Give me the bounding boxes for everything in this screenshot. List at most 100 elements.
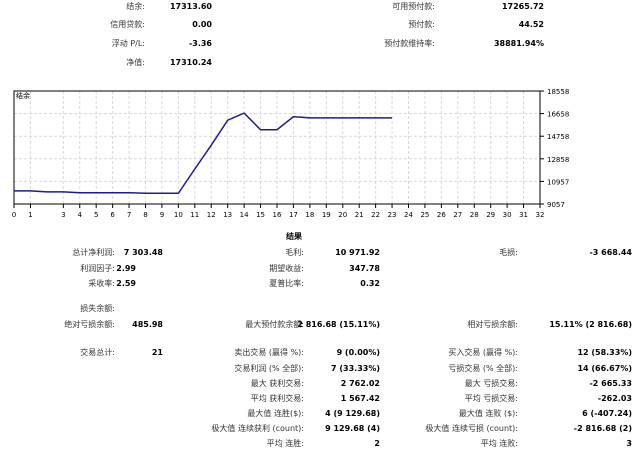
max-consec-wins-label: 最大值 连胜($):: [247, 409, 304, 418]
x-tick-label: 25: [420, 211, 429, 219]
maximal-drawdown-label: 最大预付款余额:: [245, 320, 304, 329]
profit-trades-label: 交易利润 (% 全部):: [234, 364, 304, 373]
profit-factor-label: 利润因子:: [80, 264, 115, 273]
x-axis: 0 1 3 4 5 6 7 8 9 10 11 12 13 14 15 16 17 18 19 20 21 22 23 24 2…: [12, 204, 545, 219]
results-title: 结果: [286, 232, 302, 241]
balance-drawdown-label: 损失余额:: [80, 304, 115, 313]
x-tick-label: 8: [143, 211, 147, 219]
avg-consec-wins-value: 2: [374, 439, 380, 448]
absolute-drawdown-label: 绝对亏损余额:: [64, 320, 115, 329]
x-tick-label: 22: [371, 211, 380, 219]
floating-pl-label: 浮动 P/L:: [111, 39, 145, 48]
max-consec-losses-value: 6 (-407.24): [582, 409, 632, 418]
x-tick-label: 31: [519, 211, 528, 219]
equity-label: 净值:: [126, 58, 145, 67]
average-loss-label: 平均 亏损交易:: [464, 394, 518, 403]
maximal-drawdown-value: 2 816.68 (15.11%): [297, 320, 380, 329]
avg-consec-losses-value: 3: [626, 439, 632, 448]
x-tick-label: 14: [240, 211, 249, 219]
margin-value: 44.52: [518, 20, 544, 29]
x-tick-label: 12: [207, 211, 216, 219]
x-tick-label: 6: [110, 211, 115, 219]
max-consec-wins-value: 4 (9 129.68): [325, 409, 380, 418]
series-layer: [14, 112, 393, 195]
x-tick-label: 32: [536, 211, 545, 219]
relative-drawdown-label: 相对亏损余额:: [467, 320, 518, 329]
y-tick-label: 12858: [547, 156, 569, 164]
credit-value: 0.00: [192, 20, 212, 29]
x-tick-label: 30: [503, 211, 512, 219]
max-consec-loss-value: -2 816.68 (2): [573, 424, 632, 433]
average-profit-value: 1 567.42: [340, 394, 380, 403]
x-tick-label: 29: [486, 211, 495, 219]
x-tick-label: 20: [338, 211, 347, 219]
margin-level-label: 预付款维持率:: [384, 39, 435, 48]
absolute-drawdown-value: 485.98: [132, 320, 163, 329]
total-trades-label: 交易总计:: [80, 348, 115, 357]
x-tick-label: 27: [453, 211, 462, 219]
x-tick-label: 17: [289, 211, 298, 219]
recovery-factor-label: 采收率:: [88, 279, 115, 288]
recovery-factor-value: 2.59: [116, 279, 136, 288]
free-margin-label: 可用预付款:: [392, 2, 435, 11]
largest-loss-label: 最大 亏损交易:: [464, 379, 518, 388]
gross-profit-label: 毛利:: [285, 248, 304, 257]
average-loss-value: -262.03: [597, 394, 632, 403]
x-tick-label: 18: [305, 211, 314, 219]
x-tick-label: 1: [28, 211, 32, 219]
x-tick-label: 10: [174, 211, 183, 219]
chart-title: 结余: [16, 91, 30, 100]
x-tick-label: 7: [127, 211, 131, 219]
chart-grid: [13, 90, 541, 205]
long-trades-value: 12 (58.33%): [577, 348, 632, 357]
short-trades-value: 9 (0.00%): [336, 348, 380, 357]
x-tick-label: 4: [78, 211, 83, 219]
balance-chart: 结余 0 1 3 4 5 6 7 8 9 10 11 12 13 14 15 16 17 18 19 20 21 22 23…: [12, 88, 570, 219]
long-trades-label: 买入交易 (赢得 %):: [448, 348, 518, 357]
profit-factor-value: 2.99: [116, 264, 136, 273]
x-tick-label: 19: [322, 211, 331, 219]
floating-pl-value: -3.36: [188, 39, 212, 48]
x-tick-label: 9: [160, 211, 164, 219]
x-tick-label: 26: [437, 211, 446, 219]
y-tick-label: 18558: [547, 88, 569, 96]
avg-consec-wins-label: 平均 连胜:: [266, 439, 304, 448]
y-tick-label: 10957: [547, 178, 569, 186]
credit-label: 信用贷款:: [110, 20, 145, 29]
x-tick-label: 28: [470, 211, 479, 219]
largest-profit-value: 2 762.02: [340, 379, 380, 388]
x-tick-label: 24: [404, 211, 413, 219]
max-consec-loss-label: 极大值 连续亏损 (count):: [425, 424, 518, 433]
y-axis: 18558 16658 14758 12858 10957 9057: [540, 88, 569, 209]
balance-value: 17313.60: [169, 2, 212, 11]
free-margin-value: 17265.72: [501, 2, 544, 11]
avg-consec-losses-label: 平均 连败:: [480, 439, 518, 448]
expected-payoff-value: 347.78: [349, 264, 380, 273]
short-trades-label: 卖出交易 (赢得 %):: [234, 348, 304, 357]
max-consec-losses-label: 最大值 连败 ($):: [458, 409, 518, 418]
x-tick-label: 15: [256, 211, 265, 219]
sharpe-ratio-label: 夏普比率:: [269, 279, 304, 288]
largest-profit-label: 最大 获利交易:: [250, 379, 304, 388]
total-trades-value: 21: [151, 348, 163, 357]
gross-loss-label: 毛损:: [499, 248, 518, 257]
x-tick-label: 21: [355, 211, 364, 219]
average-profit-label: 平均 获利交易:: [250, 394, 304, 403]
y-tick-label: 9057: [547, 201, 565, 209]
margin-level-value: 38881.94%: [493, 39, 544, 48]
largest-loss-value: -2 665.33: [589, 379, 632, 388]
relative-drawdown-value: 15.11% (2 816.68): [549, 320, 632, 329]
y-tick-label: 14758: [547, 133, 569, 141]
x-tick-label: 16: [273, 211, 282, 219]
balance-label: 结余:: [126, 2, 145, 11]
max-consec-profit-label: 极大值 连续获利 (count):: [211, 424, 304, 433]
profit-trades-value: 7 (33.33%): [331, 364, 380, 373]
total-net-profit-value: 7 303.48: [123, 248, 163, 257]
loss-trades-label: 亏损交易 (% 全部):: [448, 364, 518, 373]
sharpe-ratio-value: 0.32: [360, 279, 380, 288]
x-tick-label: 13: [223, 211, 232, 219]
x-tick-label: 11: [190, 211, 199, 219]
gross-loss-value: -3 668.44: [589, 248, 632, 257]
max-consec-profit-value: 9 129.68 (4): [325, 424, 380, 433]
margin-label: 预付款:: [408, 20, 435, 29]
